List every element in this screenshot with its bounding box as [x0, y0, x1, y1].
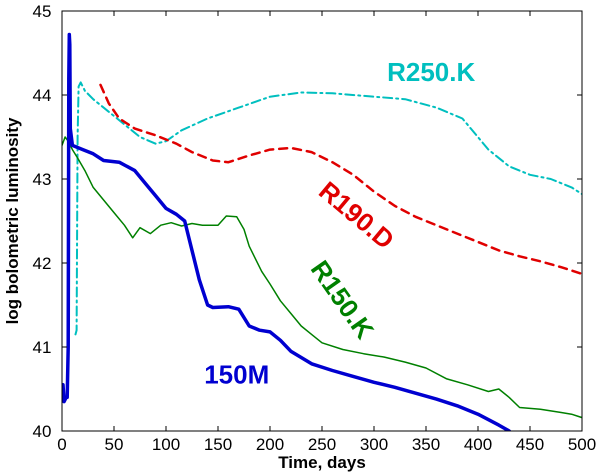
x-tick-label: 300	[360, 435, 388, 454]
series-label-r150-k: R150.K	[305, 255, 380, 345]
plot-lines	[62, 32, 582, 431]
series-line-r150-k	[62, 136, 582, 419]
series-line-150m	[62, 32, 511, 431]
series-label-150m: 150M	[204, 359, 269, 389]
y-tick-label: 42	[33, 254, 52, 273]
x-tick-label: 450	[516, 435, 544, 454]
x-tick-label: 200	[256, 435, 284, 454]
y-axis-title: log bolometric luminosity	[3, 117, 22, 324]
y-tick-label: 41	[33, 338, 52, 357]
series-label-r250-k: R250.K	[387, 57, 475, 87]
x-tick-label: 100	[152, 435, 180, 454]
series-line-r250-k	[74, 81, 582, 336]
x-axis-title: Time, days	[278, 453, 366, 472]
x-tick-label: 350	[412, 435, 440, 454]
axis-ticks: 0 50 100 150 200 250 300 350 400 450 500 40 41 42 43 44…	[33, 2, 597, 454]
x-tick-label: 500	[568, 435, 596, 454]
y-tick-label: 45	[33, 2, 52, 21]
series-line-r190-d	[99, 83, 582, 276]
y-tick-label: 44	[33, 86, 52, 105]
x-tick-label: 250	[308, 435, 336, 454]
y-tick-label: 43	[33, 170, 52, 189]
series-label-r190-d: R190.D	[313, 175, 400, 255]
x-tick-label: 0	[57, 435, 66, 454]
x-tick-label: 50	[105, 435, 124, 454]
x-tick-label: 150	[204, 435, 232, 454]
x-tick-label: 400	[464, 435, 492, 454]
y-tick-label: 40	[33, 422, 52, 441]
